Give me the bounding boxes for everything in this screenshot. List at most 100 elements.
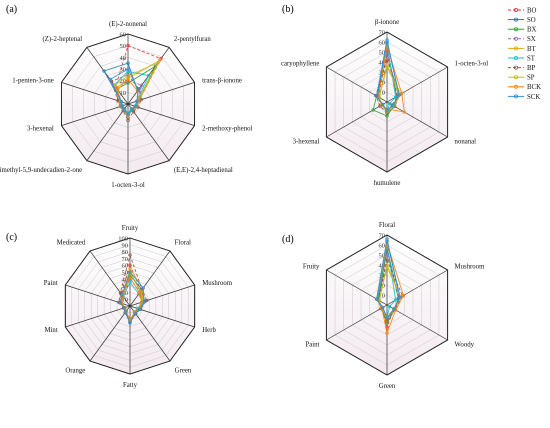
panel-label: (c): [6, 232, 17, 243]
tick-label: 20: [120, 78, 127, 85]
axis-label: Orange: [65, 367, 85, 374]
data-point-sck: [122, 306, 126, 310]
legend-label-bp: BP: [527, 65, 536, 72]
data-point-bx: [385, 114, 389, 118]
panel-label: (d): [282, 234, 294, 245]
data-point-so: [126, 61, 130, 65]
axis-label: Fruity: [303, 264, 320, 271]
legend-marker-st: [514, 56, 519, 61]
data-point-sck: [385, 316, 389, 320]
data-point-sx: [140, 83, 144, 87]
tick-label: 40: [379, 263, 386, 270]
axis-label: Mint: [45, 327, 58, 334]
data-point-sp: [385, 65, 389, 69]
data-point-bp: [118, 291, 123, 295]
tick-label: 30: [120, 67, 127, 74]
radar-border: [60, 33, 196, 175]
axis-label: 2-methoxy-phenol: [202, 126, 252, 133]
tick-label: 70: [122, 256, 129, 263]
data-point-st: [146, 74, 151, 78]
legend-label-sck: SCK: [527, 94, 540, 101]
axis-label: (E,E)-2,4-heptadienal: [174, 167, 233, 174]
data-point-sck: [119, 104, 123, 108]
legend-marker-sp: [514, 75, 519, 80]
data-point-sck: [126, 67, 130, 71]
data-point-so: [102, 69, 106, 73]
data-point-bo: [126, 44, 130, 48]
axis-label: 3-hexenal: [27, 126, 54, 133]
data-point-sck: [398, 295, 402, 300]
axis-label: (E)-2-nonenal: [109, 21, 147, 28]
data-point-bp: [385, 111, 389, 115]
axis-label: Herb: [202, 327, 216, 334]
axis-label: Medicated: [57, 240, 86, 247]
axis-spoke: [326, 101, 388, 138]
data-point-sck: [385, 38, 389, 42]
legend-label-so: SO: [527, 17, 536, 24]
tick-label: 10: [379, 90, 386, 97]
axis-label: Paint: [305, 342, 319, 349]
series-line-sck: [119, 271, 145, 325]
axis-label: 1-penten-3-one: [12, 77, 54, 84]
data-point-bck: [137, 291, 142, 295]
data-point-sck: [138, 307, 142, 311]
axis-label: Mushroom: [455, 264, 486, 271]
data-point-sck: [128, 321, 132, 325]
legend-marker-bp: [514, 65, 519, 70]
axis-label: Fatty: [123, 382, 138, 389]
radar-panel-2: 10203040506070β-ionone1-octen-3-olnonana…: [281, 4, 488, 187]
data-point-bt: [128, 266, 132, 271]
data-point-sck: [135, 99, 139, 103]
data-point-st: [394, 95, 398, 99]
tick-label: 60: [379, 243, 386, 250]
data-point-sck: [133, 311, 137, 315]
data-point-sck: [128, 270, 132, 274]
series-line-sck: [376, 238, 401, 319]
data-point-st: [394, 298, 398, 302]
tick-label: 60: [122, 263, 129, 270]
tick-label: 50: [379, 253, 386, 260]
axis-label: trans-β-ionone: [202, 77, 242, 84]
data-point-bck: [128, 275, 132, 280]
axis-spoke: [127, 103, 170, 161]
data-point-st: [387, 304, 392, 309]
data-point-sck: [392, 307, 396, 311]
legend-marker-sx: [514, 36, 519, 41]
axis-label: Fruity: [122, 225, 139, 232]
axis-label: Mushroom: [202, 280, 233, 287]
data-point-bck: [126, 77, 130, 82]
tick-label: 40: [379, 60, 386, 67]
legend-marker-bx: [514, 27, 519, 32]
data-point-bx: [385, 321, 389, 325]
radar-panel-4: 10203040506070FloralMushroomWoodyGreenPa…: [282, 222, 485, 390]
legend-label-bck: BCK: [527, 84, 541, 91]
data-point-sck: [120, 293, 124, 297]
data-point-st: [387, 101, 392, 106]
tick-label: 80: [122, 249, 129, 256]
axis-spoke: [65, 305, 131, 328]
panel-label: (a): [6, 4, 17, 15]
data-point-sp: [156, 60, 160, 65]
legend: BO SO BX SX BT ST BP SP BCK SCK: [508, 7, 541, 101]
axis-label: 2-pentylfuran: [174, 36, 212, 43]
panel-label: (b): [282, 4, 294, 15]
data-point-bx: [371, 108, 375, 112]
data-point-sck: [118, 301, 122, 305]
axis-spoke: [326, 304, 388, 341]
data-point-sck: [142, 299, 146, 304]
data-point-sck: [391, 103, 395, 108]
series-line-bck: [121, 276, 143, 323]
tick-label: 50: [122, 270, 129, 277]
data-point-bo: [128, 263, 132, 267]
legend-marker-bt: [514, 46, 519, 51]
data-point-sck: [130, 108, 134, 112]
tick-label: 70: [379, 30, 386, 37]
tick-label: 90: [122, 242, 129, 249]
legend-label-st: ST: [527, 55, 536, 62]
axis-spoke: [386, 101, 448, 138]
axis-label: 6,10-dimethyl-5,9-undecadien-2-one: [0, 167, 82, 174]
data-point-bp: [385, 258, 389, 262]
data-point-bck: [400, 91, 404, 96]
tick-label: 50: [120, 43, 127, 50]
